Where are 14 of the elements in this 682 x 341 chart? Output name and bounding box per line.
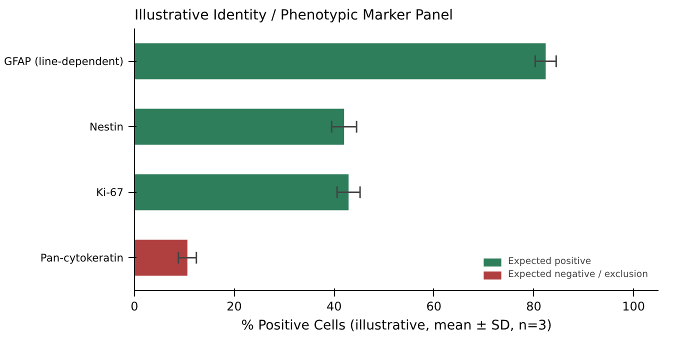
y-tick-label: Pan-cytokeratin: [40, 251, 124, 264]
legend-label: Expected negative / exclusion: [508, 269, 648, 280]
y-tick-label: Ki-67: [96, 186, 124, 199]
y-tick-label: Nestin: [90, 120, 124, 134]
x-axis-title: % Positive Cells (illustrative, mean ± SD, n=3): [241, 318, 552, 334]
y-tick-label: GFAP (line-dependent): [4, 54, 124, 68]
x-tick-label: 40: [326, 300, 342, 314]
x-tick-label: 80: [526, 300, 542, 314]
x-tick-label: 100: [622, 300, 645, 314]
x-tick-label: 0: [130, 300, 138, 314]
x-tick-label: 20: [226, 300, 242, 314]
legend-label: Expected positive: [508, 256, 592, 267]
chart-title: Illustrative Identity / Phenotypic Marker Panel: [134, 8, 454, 24]
x-tick-label: 60: [426, 300, 442, 314]
